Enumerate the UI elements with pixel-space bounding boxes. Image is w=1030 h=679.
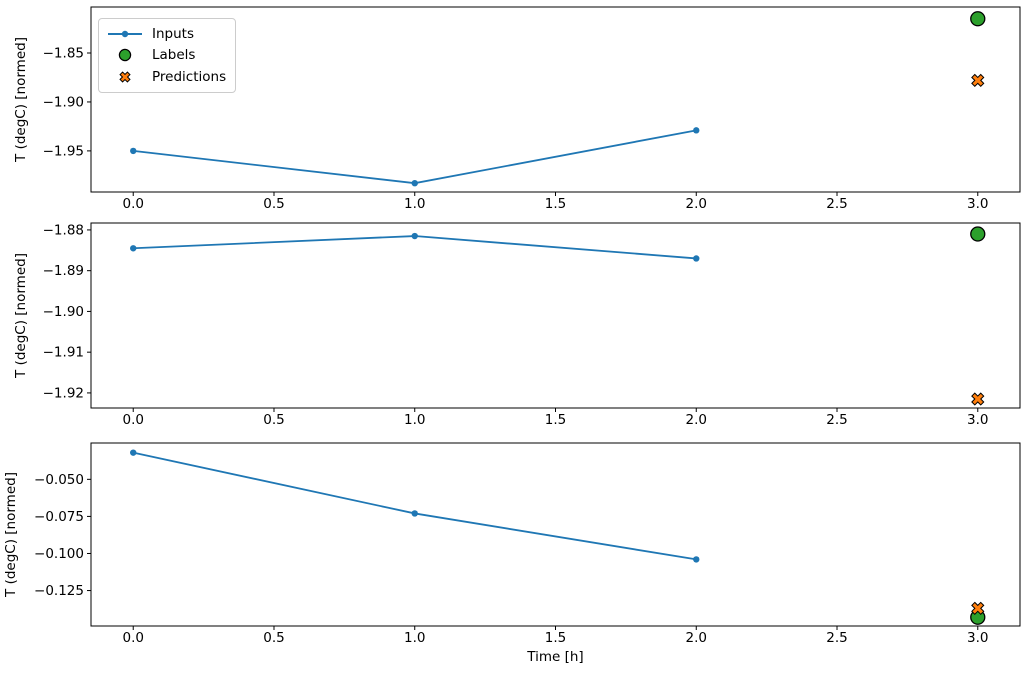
y-tick-label: −0.075 [34,509,84,525]
inputs-line [133,129,697,185]
y-axis-label: T (degC) [normed] [13,253,29,379]
legend-entry-labels: Labels [106,45,226,67]
y-axis-label: T (degC) [normed] [3,472,19,598]
inputs-marker [411,232,418,240]
x-tick-label: 0.5 [263,630,284,646]
legend-label-labels: Labels [152,47,196,64]
x-tick-label: 0.0 [122,630,143,646]
legend-entry-inputs: Inputs [106,23,226,45]
y-tick-label: −1.95 [43,143,84,159]
x-tick-label: 2.0 [686,412,707,428]
y-tick-label: −1.88 [43,222,84,238]
x-tick-label: 3.0 [967,630,988,646]
x-axis-label: Time [h] [526,649,583,665]
inputs-marker [130,449,137,456]
inputs-marker [130,245,137,252]
x-tick-label: 1.5 [545,196,566,212]
x-tick-label: 2.0 [686,630,707,646]
x-tick-label: 2.0 [686,196,707,212]
y-tick-label: −1.91 [43,345,84,361]
circle-icon [106,47,144,63]
inputs-line [133,235,697,260]
legend-entry-predictions: Predictions [106,66,226,88]
x-tick-label: 1.0 [404,196,425,212]
x-tick-label: 1.5 [545,412,566,428]
x-tick-label: 0.0 [122,196,143,212]
inputs-marker [411,510,418,517]
inputs-marker [693,127,700,134]
inputs-marker [411,179,418,187]
legend-label-inputs: Inputs [152,25,194,42]
predictions-marker [971,601,985,615]
y-tick-label: −1.89 [43,263,84,279]
y-tick-label: −0.125 [34,583,84,599]
x-tick-label: 1.0 [404,630,425,646]
legend-label-predictions: Predictions [152,68,227,85]
axes-frame [90,222,1021,409]
legend: Inputs Labels Predictions [98,18,237,93]
y-tick-label: −0.050 [34,472,84,488]
labels-marker [970,11,986,27]
line-dot-icon [106,29,144,39]
y-tick-label: −1.90 [43,304,84,320]
inputs-marker [693,255,700,262]
predictions-marker [971,392,985,406]
x-tick-label: 3.0 [967,412,988,428]
x-tick-label: 1.0 [404,412,425,428]
subplot-1: 0.0 0.5 1.0 1.5 2.0 2.5 3.0 −1.85 −1.90 −1.95 T (d… [13,6,1021,212]
x-cross-icon [106,69,144,85]
y-tick-label: −1.90 [43,94,84,110]
y-axis-label: T (degC) [normed] [13,37,29,163]
labels-marker [970,226,986,242]
x-tick-label: 3.0 [967,196,988,212]
x-tick-label: 0.0 [122,412,143,428]
x-tick-label: 2.5 [826,412,847,428]
y-tick-label: −0.100 [34,546,84,562]
inputs-line [133,451,697,561]
x-tick-label: 0.5 [263,196,284,212]
predictions-marker [971,73,985,88]
x-tick-label: 2.5 [826,196,847,212]
x-tick-label: 2.5 [826,630,847,646]
y-tick-label: −1.92 [43,385,84,401]
y-tick-label: −1.85 [43,46,84,62]
axes-frame [90,442,1021,627]
inputs-marker [130,147,137,155]
x-tick-label: 1.5 [545,630,566,646]
subplot-3: 0.0 0.5 1.0 1.5 2.0 2.5 3.0 −0.050 −0.075 −0.100 −… [3,442,1021,665]
x-tick-label: 0.5 [263,412,284,428]
subplot-2: 0.0 0.5 1.0 1.5 2.0 2.5 3.0 −1.88 −1.89 −1.90 −1.9… [13,222,1021,428]
inputs-marker [693,556,700,563]
